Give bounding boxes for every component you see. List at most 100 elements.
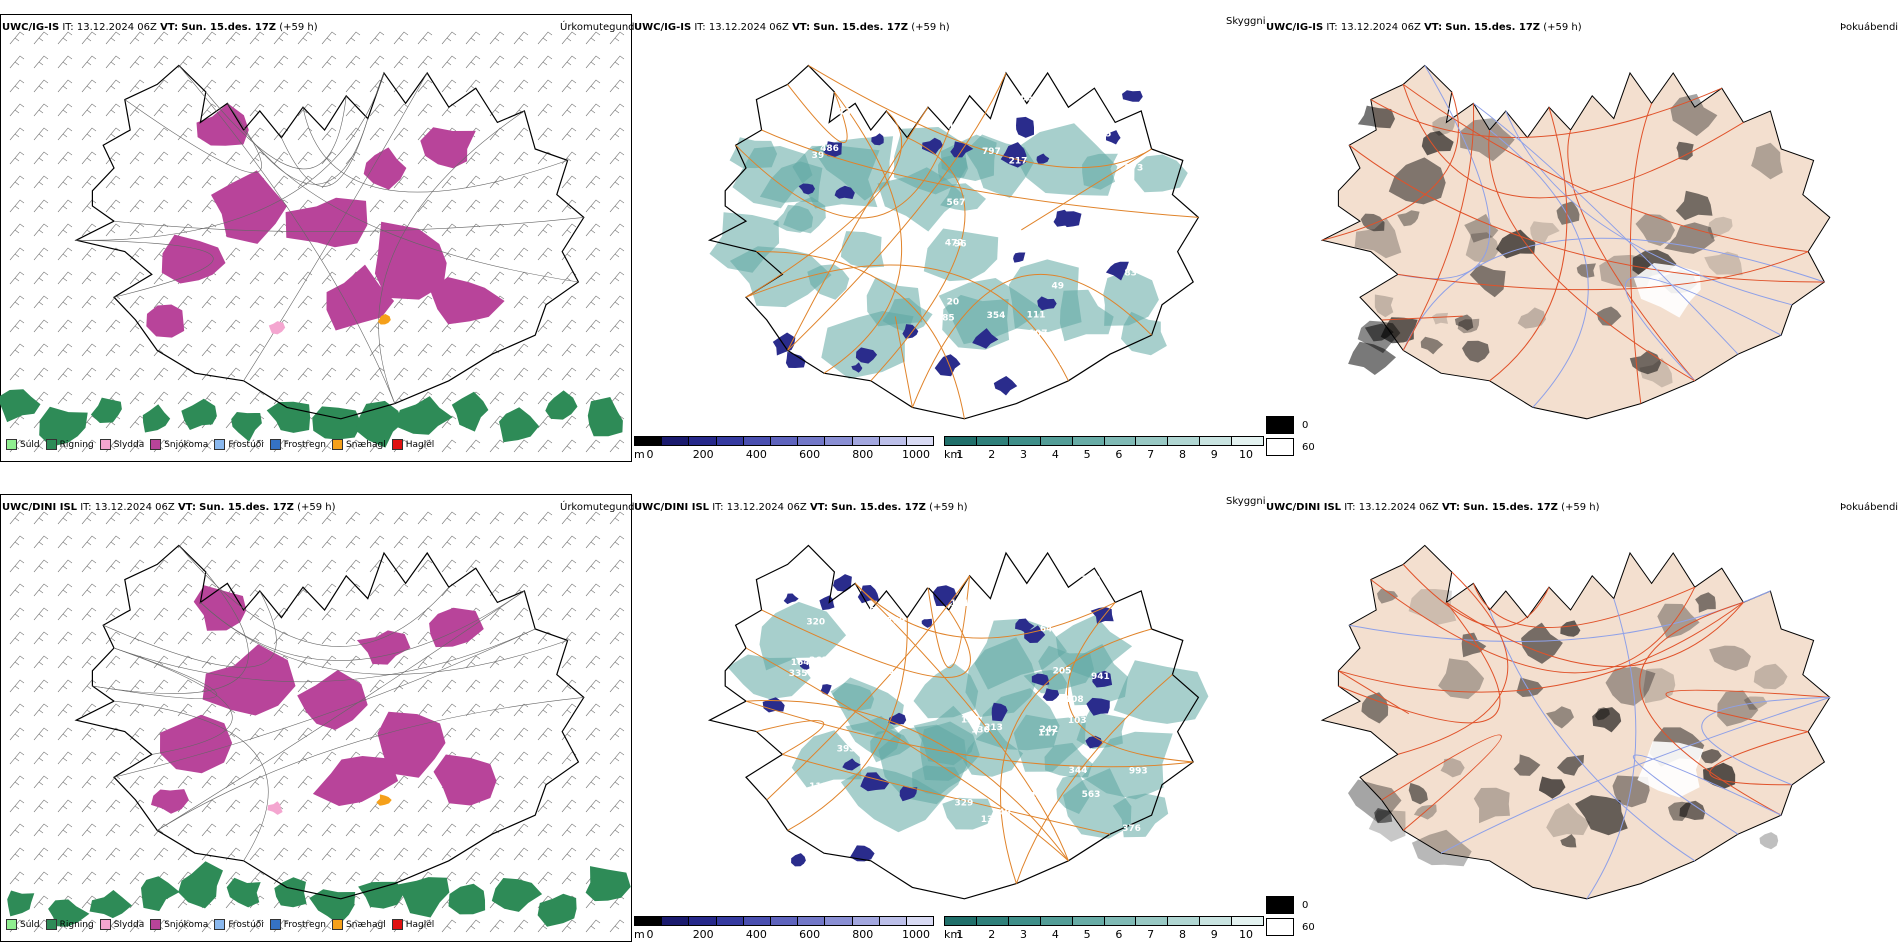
precip-area — [1042, 688, 1060, 701]
road-line — [1402, 83, 1809, 253]
precip-area — [965, 637, 1037, 717]
road-line — [823, 91, 903, 374]
precip-area — [783, 593, 799, 605]
precip-area — [1516, 677, 1544, 697]
precip-area — [1457, 318, 1480, 334]
colorbar-unit: km — [944, 448, 962, 461]
visibility-label: 462 — [800, 124, 819, 134]
precip-area — [1599, 254, 1653, 288]
road-line — [1015, 674, 1173, 884]
precip-area — [1408, 589, 1457, 626]
colorbar-tick: 800 — [852, 448, 874, 461]
lead-time: (+59 h) — [279, 22, 318, 33]
road-line — [766, 575, 971, 801]
precip-area — [1679, 800, 1706, 820]
precip-area — [1560, 834, 1577, 848]
legend-swatch — [391, 919, 403, 930]
precip-title: UWC/IG-IS IT: 13.12.2024 06Z VT: Sun. 15… — [2, 22, 318, 34]
colorbar-strip — [634, 916, 934, 926]
it-value: 13.12.2024 06Z — [76, 22, 157, 33]
visibility-label: 118 — [809, 782, 828, 792]
precip-area — [1011, 123, 1118, 196]
road-line — [1489, 609, 1696, 862]
precip-area — [759, 161, 823, 203]
precip-area — [1103, 269, 1159, 326]
colorbar-tick: 3 — [1020, 448, 1028, 461]
precip-area — [1635, 214, 1675, 246]
legend-label: Frostúði — [228, 439, 264, 450]
precip-area — [1360, 213, 1385, 232]
visibility-label: 104 — [914, 582, 933, 592]
road-line — [1567, 129, 1696, 382]
precip-area — [1374, 294, 1394, 318]
visibility-label: 567 — [947, 198, 966, 208]
visibility-label: 107 — [1029, 329, 1048, 339]
precip-area — [1013, 252, 1026, 263]
road-line — [745, 264, 1069, 382]
precip-area — [923, 228, 999, 282]
precip-area — [1411, 829, 1472, 867]
colorbar-unit: km — [944, 928, 962, 941]
precip-area — [842, 758, 861, 771]
vt-label: VT: — [160, 22, 179, 33]
visibility-label: 226 — [857, 606, 876, 616]
colorbar-tick: 200 — [692, 448, 714, 461]
precip-area — [833, 574, 852, 592]
visibility-label: 164 — [791, 658, 810, 668]
precip-area — [1700, 749, 1722, 764]
precip-area — [1612, 775, 1650, 808]
road-line — [1665, 689, 1830, 733]
precip-area — [1575, 795, 1628, 836]
road-line — [745, 700, 1194, 768]
colorbar-tick: 7 — [1147, 928, 1155, 941]
visibility-label: 769 — [886, 617, 905, 627]
precip-area — [1024, 625, 1046, 643]
colorbar-tick: 7 — [1147, 448, 1155, 461]
legend-swatch — [332, 919, 344, 930]
colorbar-tick: 2 — [988, 448, 996, 461]
visibility-colorbar: km 1 2 3 4 5 6 7 8 9 10 — [944, 436, 1264, 461]
precip-area — [1067, 644, 1128, 706]
colorbar-tick: 9 — [1210, 928, 1218, 941]
precip-legend: Súld Rigning Slydda Snjókoma Frostúði Frostre… — [6, 439, 434, 450]
precip-area — [1008, 259, 1082, 333]
precip-area — [759, 601, 847, 671]
fog-scale-row: 60 — [1266, 916, 1315, 938]
road-line — [1338, 670, 1409, 714]
precip-area — [821, 311, 914, 379]
fog-scale-swatch — [1266, 438, 1294, 456]
precip-area — [860, 772, 890, 792]
land-area — [1320, 544, 1831, 900]
precip-area — [1063, 768, 1132, 839]
visibility-label: 123 — [948, 122, 967, 132]
visibility-label: 133 — [961, 715, 980, 725]
legend-swatch — [214, 919, 226, 930]
vis-title: UWC/IG-IS IT: 13.12.2024 06Z VT: Sun. 15… — [634, 22, 950, 33]
precip-area — [1695, 592, 1716, 613]
legend-label: Haglél — [405, 919, 435, 930]
precip-area — [1377, 588, 1399, 604]
road-line — [1402, 564, 1550, 628]
road-line — [1338, 602, 1501, 724]
fog-scale-swatch — [1266, 896, 1294, 914]
precip-area — [772, 332, 796, 356]
legend-item: Rigning — [45, 919, 94, 930]
road-line — [1348, 144, 1825, 283]
visibility-label: 873 — [1124, 164, 1143, 174]
precip-type-label: Úrkomutegund — [560, 22, 635, 33]
precip-area — [870, 729, 912, 763]
precip-area — [1112, 793, 1169, 838]
precip-area — [1106, 130, 1121, 145]
precip-area — [938, 154, 969, 182]
road-line — [1381, 315, 1463, 321]
precip-area — [840, 231, 885, 268]
precip-area — [727, 654, 811, 700]
precip-area — [877, 167, 965, 232]
precip-area — [798, 183, 815, 195]
precip-area — [729, 246, 832, 308]
fog-type-label: Þokuábendi — [1840, 22, 1899, 33]
precip-area — [1709, 645, 1751, 671]
precip-area — [1753, 663, 1788, 690]
precip-area — [1432, 115, 1456, 136]
precip-area — [963, 724, 1024, 777]
